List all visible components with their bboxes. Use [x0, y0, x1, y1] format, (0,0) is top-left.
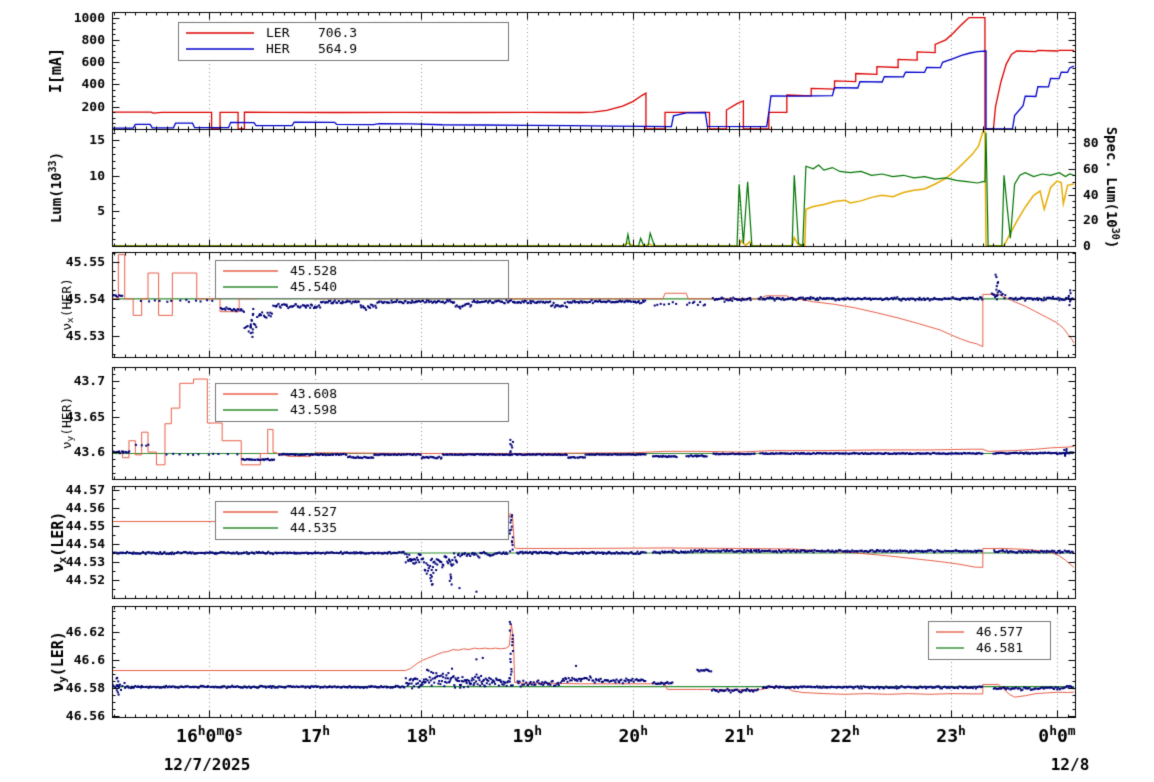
accelerator-operation-monitor — [0, 0, 1154, 782]
chart-canvas — [0, 0, 1154, 782]
